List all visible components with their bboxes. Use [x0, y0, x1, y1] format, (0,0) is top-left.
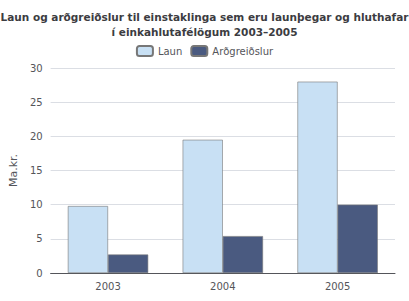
svg-text:Ma.kr.: Ma.kr. — [7, 154, 20, 187]
svg-text:2003: 2003 — [95, 281, 120, 292]
svg-text:0: 0 — [36, 268, 42, 279]
svg-text:15: 15 — [30, 165, 43, 176]
svg-text:2004: 2004 — [210, 281, 235, 292]
svg-text:25: 25 — [30, 97, 43, 108]
svg-text:í einkahlutafélögum 2003–2005: í einkahlutafélögum 2003–2005 — [112, 26, 298, 38]
svg-text:Laun: Laun — [158, 46, 182, 57]
svg-text:5: 5 — [36, 233, 42, 244]
svg-text:2005: 2005 — [325, 281, 350, 292]
svg-text:Arðgreiðslur: Arðgreiðslur — [212, 46, 274, 57]
svg-text:20: 20 — [30, 131, 43, 142]
svg-text:10: 10 — [30, 199, 43, 210]
svg-text:30: 30 — [30, 63, 43, 74]
svg-text:Laun og arðgreiðslur til einst: Laun og arðgreiðslur til einstaklinga se… — [1, 11, 409, 23]
